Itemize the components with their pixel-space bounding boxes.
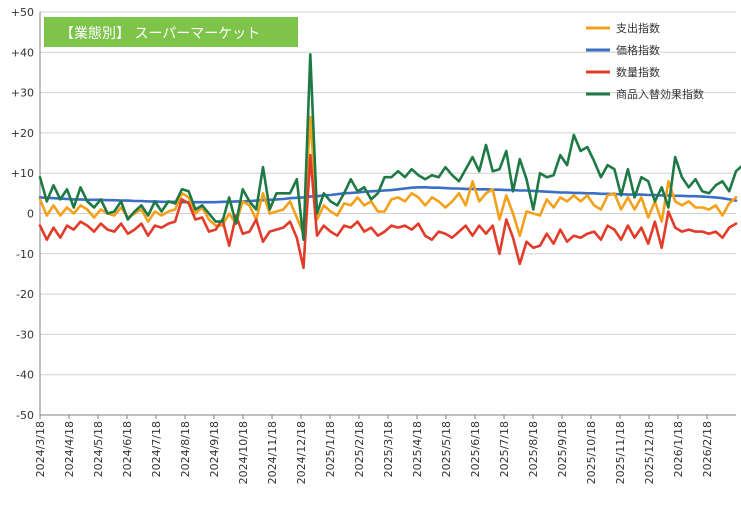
x-tick-label: 2024/7/18 [150, 421, 163, 477]
x-tick-label: 2025/1/18 [324, 421, 337, 477]
y-tick-label: +20 [11, 127, 34, 140]
x-tick-label: 2024/11/18 [266, 421, 279, 484]
x-tick-label: 2025/2/18 [353, 421, 366, 477]
legend-label-quantity: 数量指数 [616, 65, 660, 79]
x-tick-label: 2025/5/18 [440, 421, 453, 477]
x-tick-label: 2026/1/18 [672, 421, 685, 477]
chart-title: 【業態別】 スーパーマーケット [60, 26, 260, 42]
x-tick-label: 2025/8/18 [527, 421, 540, 477]
y-tick-label: -50 [16, 409, 34, 422]
x-tick-label: 2025/10/18 [585, 421, 598, 484]
x-tick-label: 2024/8/18 [179, 421, 192, 477]
x-tick-label: 2024/4/18 [63, 421, 76, 477]
x-tick-label: 2024/3/18 [34, 421, 47, 477]
y-tick-label: -40 [16, 369, 34, 382]
y-tick-label: +50 [11, 6, 34, 19]
x-tick-label: 2024/6/18 [121, 421, 134, 477]
series-lines [38, 52, 741, 270]
x-tick-label: 2024/12/18 [295, 421, 308, 484]
legend-label-spending: 支出指数 [616, 21, 660, 35]
x-tick-label: 2025/6/18 [469, 421, 482, 477]
y-tick-label: +10 [11, 167, 34, 180]
x-tick-label: 2024/9/18 [208, 421, 221, 477]
legend-label-substitution: 商品入替効果指数 [616, 87, 704, 101]
y-tick-label: +30 [11, 87, 34, 100]
y-tick-label: -10 [16, 248, 34, 261]
axes: -50 -40 -30 -20 -10 0 +10 +20 +30 +40 +50 2024/3/18… [11, 6, 736, 484]
y-tick-label: -20 [16, 288, 34, 301]
x-tick-label: 2025/9/18 [556, 421, 569, 477]
title-background [44, 17, 298, 47]
chart-title-box: 【業態別】 スーパーマーケット [44, 17, 298, 47]
series-line-quantity [38, 153, 738, 270]
x-tick-label: 2024/10/18 [237, 421, 250, 484]
x-tick-label: 2025/3/18 [382, 421, 395, 477]
x-tick-label: 2025/11/18 [614, 421, 627, 484]
y-tick-label: -30 [16, 328, 34, 341]
x-tick-label: 2025/12/18 [643, 421, 656, 484]
series-line-substitution [38, 52, 741, 241]
y-tick-label: +40 [11, 46, 34, 59]
x-tick-label: 2025/7/18 [498, 421, 511, 477]
x-tick-label: 2025/4/18 [411, 421, 424, 477]
legend-label-price: 価格指数 [616, 43, 660, 57]
x-tick-label: 2026/2/18 [701, 421, 714, 477]
x-tick-label: 2024/5/18 [92, 421, 105, 477]
y-tick-label: 0 [27, 208, 34, 221]
series-line-spending [38, 115, 738, 237]
